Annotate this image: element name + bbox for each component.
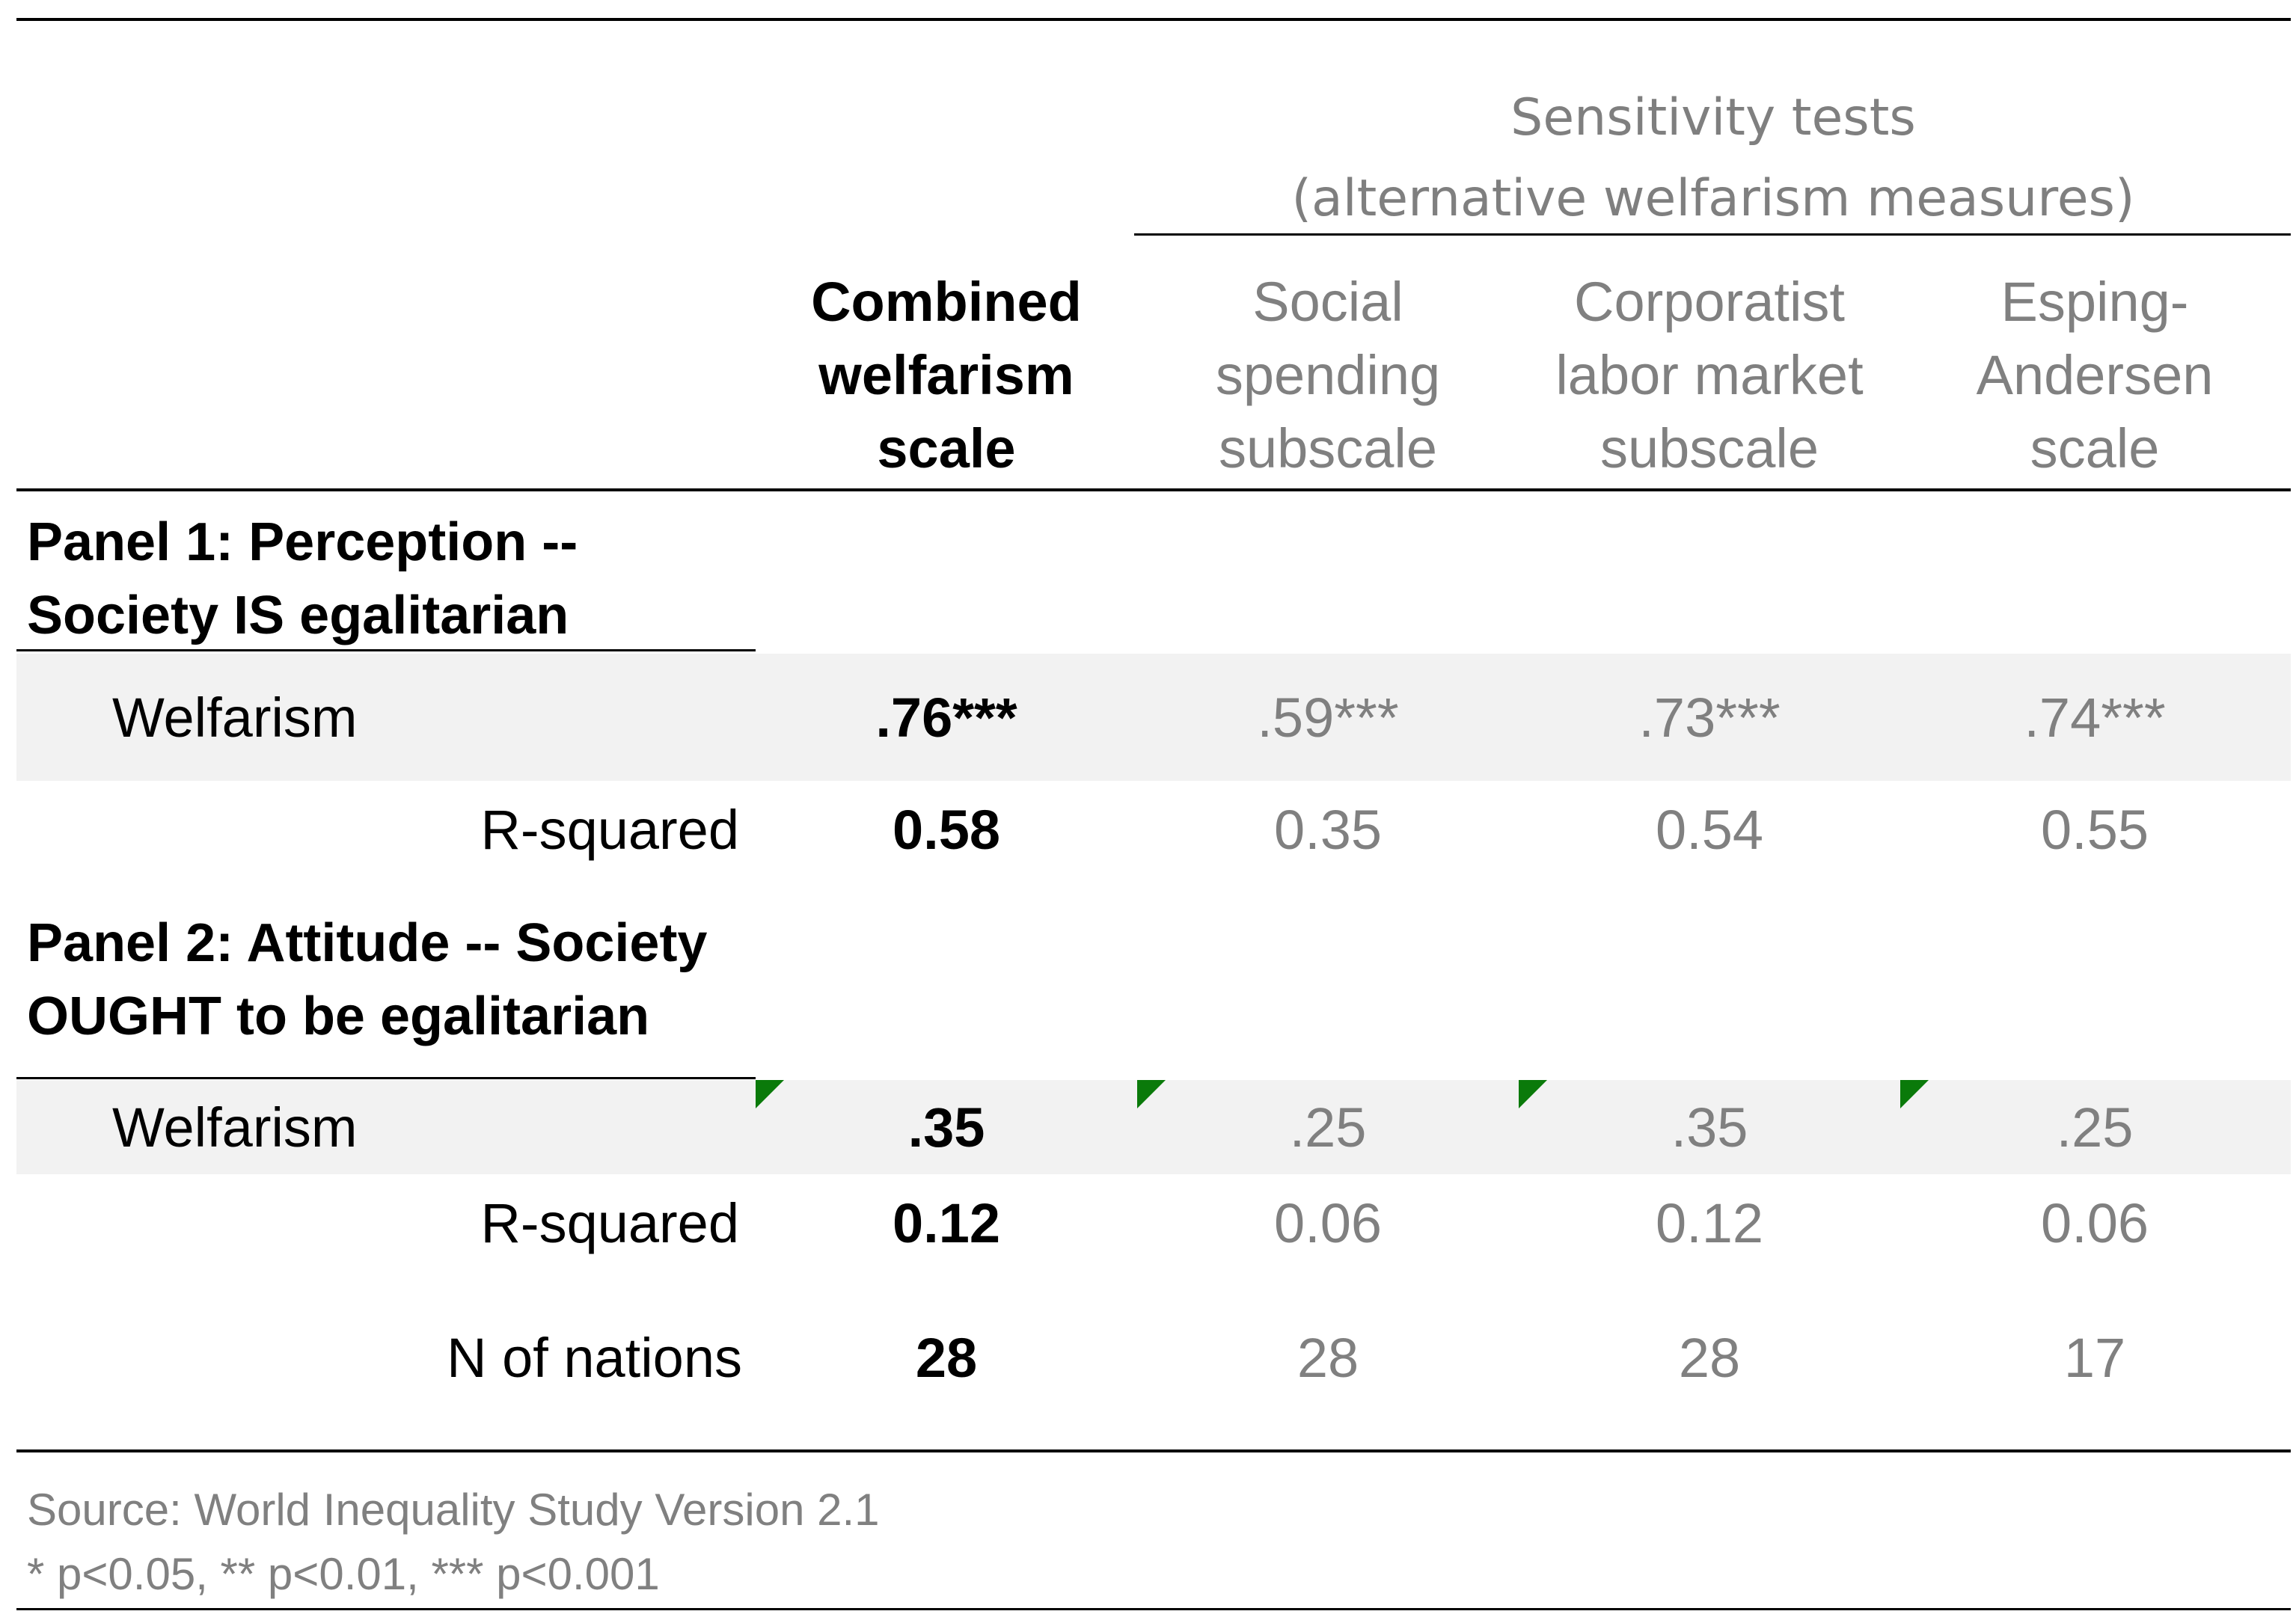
panel2-title-line2: OUGHT to be egalitarian bbox=[27, 987, 650, 1046]
sensitivity-underline bbox=[1134, 233, 2291, 236]
nations-combined: 28 bbox=[915, 1326, 978, 1389]
panel1-welfarism-corporatist: .73*** bbox=[1638, 686, 1781, 749]
panel2-welfarism-label: Welfarism bbox=[112, 1096, 358, 1159]
panel1-welfarism-esping: .74*** bbox=[2024, 686, 2166, 749]
significance-note: * p<0.05, ** p<0.01, *** p<0.001 bbox=[27, 1549, 660, 1599]
header-rule bbox=[16, 488, 2291, 491]
panel2-welfarism-corporatist: .35 bbox=[1671, 1096, 1748, 1159]
nations-social: 28 bbox=[1297, 1326, 1359, 1389]
panel2-rsq-label: R-squared bbox=[480, 1191, 739, 1254]
sensitivity-tests-header: Sensitivity tests (alternative welfarism… bbox=[1137, 78, 2289, 239]
panel1-rsq-social: 0.35 bbox=[1273, 798, 1383, 861]
nations-label: N of nations bbox=[447, 1326, 742, 1389]
panel2-welfarism-esping: .25 bbox=[2056, 1096, 2134, 1159]
panel2-welfarism-combined: .35 bbox=[907, 1096, 985, 1159]
column-header-social-spending: Social spending subscale bbox=[1215, 271, 1441, 479]
footer-rule bbox=[16, 1608, 2291, 1610]
panel2-rsq-corporatist: 0.12 bbox=[1655, 1191, 1764, 1254]
panel1-rsq-corporatist: 0.54 bbox=[1655, 798, 1764, 861]
panel1-rsq-combined: 0.58 bbox=[892, 798, 1001, 861]
bottom-rule bbox=[16, 1449, 2291, 1452]
panel2-rsq-social: 0.06 bbox=[1273, 1191, 1383, 1254]
panel1-welfarism-combined: .76*** bbox=[875, 686, 1017, 749]
panel1-welfarism-social: .59*** bbox=[1257, 686, 1399, 749]
panel2-welfarism-social: .25 bbox=[1289, 1096, 1367, 1159]
column-header-esping-andersen: Esping- Andersen scale bbox=[1976, 271, 2214, 479]
panel1-rsq-label: R-squared bbox=[480, 798, 739, 861]
sensitivity-title-line1: Sensitivity tests bbox=[1510, 88, 1916, 147]
sensitivity-title-line2: (alternative welfarism measures) bbox=[1291, 169, 2135, 228]
panel1-title-line2: Society IS egalitarian bbox=[27, 586, 569, 645]
nations-esping: 17 bbox=[2063, 1326, 2126, 1389]
top-rule bbox=[16, 18, 2291, 21]
panel2-rsq-esping: 0.06 bbox=[2040, 1191, 2149, 1254]
comment-flag-1[interactable] bbox=[756, 1080, 784, 1108]
column-header-corporatist: Corporatist labor market subscale bbox=[1555, 271, 1864, 479]
panel1-title: Panel 1: Perception -- Society IS egalit… bbox=[27, 506, 578, 652]
comment-flag-4[interactable] bbox=[1900, 1080, 1929, 1108]
panel1-title-rule bbox=[16, 649, 756, 651]
panel2-title: Panel 2: Attitude -- Society OUGHT to be… bbox=[27, 906, 707, 1053]
column-header-combined: Combined welfarism scale bbox=[811, 271, 1082, 479]
comment-flag-3[interactable] bbox=[1519, 1080, 1547, 1108]
panel2-title-line1: Panel 2: Attitude -- Society bbox=[27, 913, 708, 973]
comment-flag-2[interactable] bbox=[1137, 1080, 1166, 1108]
source-note: Source: World Inequality Study Version 2… bbox=[27, 1485, 880, 1535]
panel2-title-rule bbox=[16, 1077, 756, 1079]
nations-corporatist: 28 bbox=[1678, 1326, 1741, 1389]
panel1-rsq-esping: 0.55 bbox=[2040, 798, 2149, 861]
panel1-welfarism-label: Welfarism bbox=[112, 686, 358, 749]
panel1-welfarism-band bbox=[16, 654, 2291, 781]
panel1-title-line1: Panel 1: Perception -- bbox=[27, 512, 578, 572]
panel2-rsq-combined: 0.12 bbox=[892, 1191, 1001, 1254]
